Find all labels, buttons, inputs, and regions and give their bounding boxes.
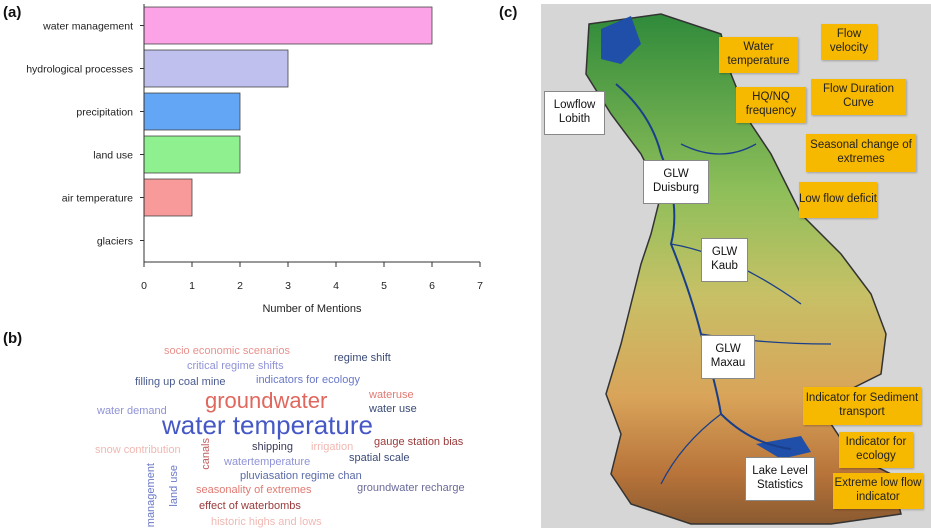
bar-water-management bbox=[143, 6, 433, 45]
word-cloud-word: water temperature bbox=[162, 410, 373, 440]
rhine-basin-map: Lowflow Lobith GLW Duisburg GLW Kaub GLW… bbox=[541, 4, 931, 528]
word-cloud-word: filling up coal mine bbox=[135, 376, 226, 388]
bar-chart: water management hydrological processes pr… bbox=[26, 4, 483, 315]
word-cloud-word: water use bbox=[369, 403, 417, 415]
word-cloud: socio economic scenarios regime shift cr… bbox=[85, 340, 480, 532]
word-cloud-word: water demand bbox=[97, 405, 167, 417]
note-sediment-transport: Indicator for Sediment transport bbox=[803, 387, 921, 425]
word-cloud-word: effect of waterbombs bbox=[199, 500, 301, 512]
word-cloud-word: indicators for ecology bbox=[256, 374, 360, 386]
word-cloud-word: watertemperature bbox=[224, 456, 311, 468]
word-cloud-word: management bbox=[145, 463, 157, 528]
word-cloud-word: regime shift bbox=[334, 352, 391, 364]
x-tick-label: 6 bbox=[429, 280, 435, 292]
note-seasonal-change: Seasonal change of extremes bbox=[806, 134, 916, 172]
category-label: air temperature bbox=[62, 193, 133, 205]
category-label: glaciers bbox=[97, 236, 133, 248]
x-tick-label: 4 bbox=[333, 280, 339, 292]
bar-hydrological-processes bbox=[143, 49, 289, 88]
word-cloud-word: wateruse bbox=[369, 389, 414, 401]
x-tick-label: 7 bbox=[477, 280, 483, 292]
word-cloud-word: seasonality of extremes bbox=[196, 484, 312, 496]
panel-label-c: (c) bbox=[499, 4, 518, 21]
bar-precipitation bbox=[143, 92, 241, 131]
x-tick-label: 1 bbox=[189, 280, 195, 292]
gauge-label-lobith: Lowflow Lobith bbox=[544, 91, 605, 135]
word-cloud-word: spatial scale bbox=[349, 452, 410, 464]
word-cloud-word: irrigation bbox=[311, 441, 354, 453]
category-label: land use bbox=[93, 150, 133, 162]
bar-air-temperature bbox=[143, 178, 193, 217]
x-tick-label: 0 bbox=[141, 280, 147, 292]
x-tick-label: 2 bbox=[237, 280, 243, 292]
word-cloud-word: gauge station bias bbox=[374, 436, 464, 448]
word-cloud-word: historic highs and lows bbox=[211, 516, 322, 528]
panel-label-b: (b) bbox=[3, 330, 23, 347]
word-cloud-word: groundwater recharge bbox=[357, 482, 465, 494]
note-indicator-ecology: Indicator for ecology bbox=[839, 432, 913, 468]
gauge-label-kaub: GLW Kaub bbox=[701, 238, 748, 282]
gauge-label-lake-level: Lake Level Statistics bbox=[745, 457, 815, 501]
x-axis-label: Number of Mentions bbox=[262, 303, 362, 315]
note-flow-duration-curve: Flow Duration Curve bbox=[811, 79, 906, 115]
word-cloud-word: socio economic scenarios bbox=[164, 345, 290, 357]
category-label: hydrological processes bbox=[26, 64, 133, 76]
panel-label-a: (a) bbox=[3, 4, 22, 21]
x-tick-label: 3 bbox=[285, 280, 291, 292]
word-cloud-word: groundwater bbox=[205, 388, 328, 413]
word-cloud-word: snow contribution bbox=[95, 444, 181, 456]
gauge-label-duisburg: GLW Duisburg bbox=[643, 160, 709, 204]
note-flow-velocity: Flow velocity bbox=[821, 24, 877, 60]
word-cloud-word: canals bbox=[200, 438, 212, 470]
word-cloud-word: pluviasation regime chan bbox=[240, 470, 362, 482]
word-cloud-word: land use bbox=[168, 465, 180, 507]
gauge-label-maxau: GLW Maxau bbox=[701, 335, 755, 379]
bar-land-use bbox=[143, 135, 241, 174]
note-hqnq-frequency: HQ/NQ frequency bbox=[736, 87, 806, 123]
word-cloud-word: shipping bbox=[252, 441, 293, 453]
note-water-temperature: Water temperature bbox=[719, 37, 798, 73]
category-label: precipitation bbox=[76, 107, 133, 119]
note-extreme-low-flow: Extreme low flow indicator bbox=[833, 473, 923, 509]
category-label: water management bbox=[42, 21, 133, 33]
word-cloud-word: critical regime shifts bbox=[187, 360, 284, 372]
x-tick-label: 5 bbox=[381, 280, 387, 292]
note-low-flow-deficit: Low flow deficit bbox=[799, 182, 877, 218]
